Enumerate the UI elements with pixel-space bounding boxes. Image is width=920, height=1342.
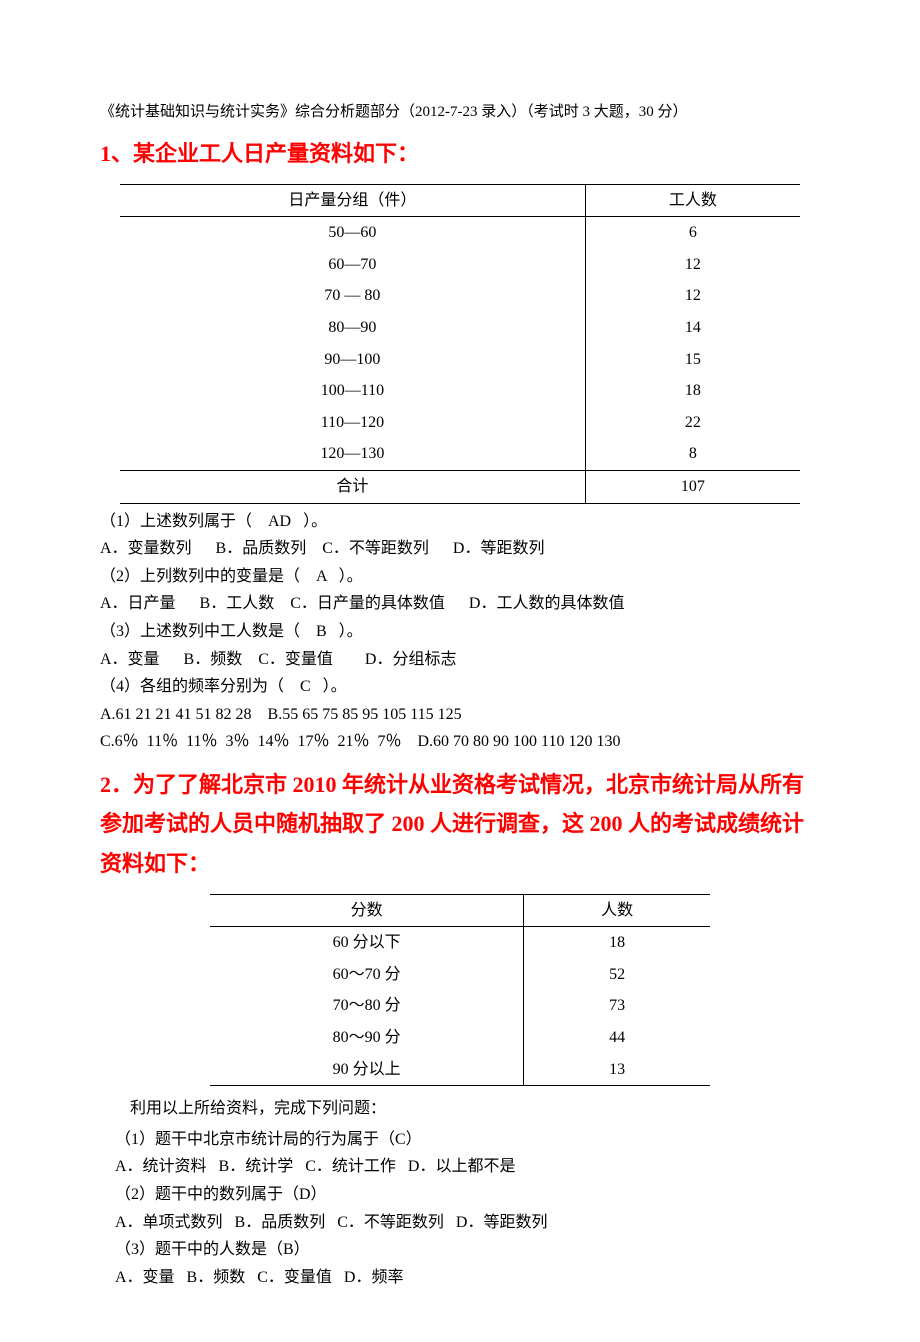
question-options: A．变量 B．频数 C．变量值 D．分组标志 <box>100 647 820 673</box>
table-scores: 分数 人数 60 分以下18 60～70 分52 70～80 分73 80～90… <box>210 894 710 1087</box>
question: （1）题干中北京市统计局的行为属于（C） <box>115 1127 820 1153</box>
table-row: 70～80 分73 <box>210 990 710 1022</box>
question-options: C.6％ 11％ 11％ 3％ 14％ 17％ 21％ 7％ D.60 70 8… <box>100 729 820 755</box>
col-header-people: 人数 <box>524 894 710 927</box>
col-header-group: 日产量分组（件） <box>120 184 585 217</box>
table-row: 100—11018 <box>120 375 800 407</box>
section1-questions: （1）上述数列属于（ AD ）。 A．变量数列 B．品质数列 C．不等距数列 D… <box>100 509 820 755</box>
table-row: 80—9014 <box>120 312 800 344</box>
section2-intro: 利用以上所给资料，完成下列问题： <box>130 1096 820 1122</box>
question-options: A．变量数列 B．品质数列 C．不等距数列 D．等距数列 <box>100 536 820 562</box>
table-footer-row: 合计 107 <box>120 470 800 503</box>
footer-total: 107 <box>585 470 800 503</box>
question-options: A．统计资料 B．统计学 C．统计工作 D．以上都不是 <box>115 1154 820 1180</box>
question-options: A．日产量 B．工人数 C．日产量的具体数值 D．工人数的具体数值 <box>100 591 820 617</box>
table-header-row: 分数 人数 <box>210 894 710 927</box>
table-row: 90 分以上13 <box>210 1054 710 1086</box>
table-row: 110—12022 <box>120 407 800 439</box>
table-row: 60—7012 <box>120 249 800 281</box>
question: （4）各组的频率分别为（ C ）。 <box>100 674 820 700</box>
question: （3）上述数列中工人数是（ B ）。 <box>100 619 820 645</box>
table-production: 日产量分组（件） 工人数 50—606 60—7012 70 — 8012 80… <box>120 184 800 504</box>
question: （2）上列数列中的变量是（ A ）。 <box>100 564 820 590</box>
table-header-row: 日产量分组（件） 工人数 <box>120 184 800 217</box>
table-row: 120—1308 <box>120 438 800 470</box>
question-options: A．变量 B．频数 C．变量值 D．频率 <box>115 1265 820 1291</box>
table-row: 60 分以下18 <box>210 927 710 959</box>
table-row: 90—10015 <box>120 344 800 376</box>
section1-title: 1、某企业工人日产量资料如下： <box>100 134 820 174</box>
table-row: 70 — 8012 <box>120 280 800 312</box>
question: （2）题干中的数列属于（D） <box>115 1182 820 1208</box>
col-header-score: 分数 <box>210 894 524 927</box>
table-row: 60～70 分52 <box>210 959 710 991</box>
document-header: 《统计基础知识与统计实务》综合分析题部分（2012-7-23 录入）（考试时 3… <box>100 100 820 124</box>
table-row: 80～90 分44 <box>210 1022 710 1054</box>
section2-questions: （1）题干中北京市统计局的行为属于（C） A．统计资料 B．统计学 C．统计工作… <box>115 1127 820 1291</box>
question-options: A.61 21 21 41 51 82 28 B.55 65 75 85 95 … <box>100 702 820 728</box>
section2-title: 2．为了了解北京市 2010 年统计从业资格考试情况，北京市统计局从所有参加考试… <box>100 765 820 884</box>
question: （3）题干中的人数是（B） <box>115 1237 820 1263</box>
footer-label: 合计 <box>120 470 585 503</box>
table-row: 50—606 <box>120 217 800 249</box>
col-header-workers: 工人数 <box>585 184 800 217</box>
question: （1）上述数列属于（ AD ）。 <box>100 509 820 535</box>
question-options: A．单项式数列 B．品质数列 C．不等距数列 D．等距数列 <box>115 1210 820 1236</box>
